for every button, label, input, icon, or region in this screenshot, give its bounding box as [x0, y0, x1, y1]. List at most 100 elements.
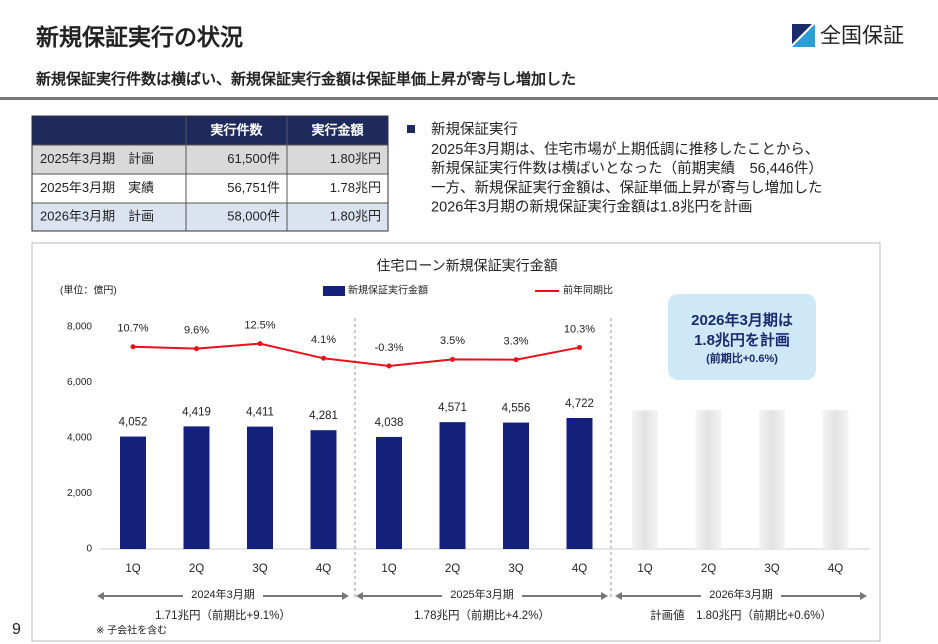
- arrow-head: [860, 592, 867, 600]
- table-header-cell: 実行金額: [311, 122, 363, 137]
- line-label: 3.3%: [503, 336, 528, 348]
- line-label: 4.1%: [311, 334, 336, 346]
- callout-text: 2026年3月期は: [691, 311, 793, 329]
- table-cell: 1.78兆円: [330, 180, 381, 195]
- bar-label: 4,052: [119, 417, 148, 429]
- divider: [0, 97, 938, 100]
- arrow-head: [356, 592, 363, 600]
- group-label: 2024年3月期: [191, 587, 255, 601]
- line-label: -0.3%: [375, 342, 404, 354]
- bullet-line: 一方、新規保証実行金額は、保証単価上昇が寄与し増加した: [431, 178, 823, 196]
- bar-label: 4,038: [375, 417, 404, 429]
- line-label: 10.3%: [564, 323, 595, 335]
- logo: 全国保証: [820, 25, 904, 48]
- y-tick-label: 4,000: [67, 433, 92, 444]
- table-cell: 58,000件: [227, 208, 280, 223]
- bar: [566, 417, 593, 549]
- y-tick-label: 8,000: [67, 322, 92, 333]
- legend-label: 前年同期比: [563, 284, 613, 297]
- group-label: 2025年3月期: [450, 587, 514, 601]
- x-tick-label: 4Q: [828, 563, 843, 575]
- callout-text: (前期比+0.6%): [706, 351, 778, 365]
- line-point: [194, 346, 199, 352]
- group-label-bg: [183, 587, 263, 605]
- bullet-line: 2026年3月期の新規保証実行金額は1.8兆円を計画: [431, 199, 752, 216]
- table-cell: 2025年3月期 実績: [40, 180, 154, 195]
- bar: [439, 422, 466, 549]
- subtitle: 新規保証実行件数は横ばい、新規保証実行金額は保証単価上昇が寄与し増加した: [36, 70, 576, 88]
- bar: [247, 426, 273, 549]
- page-number: 9: [12, 621, 21, 638]
- bar-label: 4,571: [438, 402, 467, 414]
- x-tick-label: 2Q: [445, 563, 460, 575]
- table-cell: 2026年3月期 計画: [40, 208, 154, 223]
- bullet-heading: 新規保証実行: [431, 121, 518, 138]
- table-cell: 2025年3月期 計画: [40, 151, 154, 166]
- table-cell: 1.80兆円: [330, 151, 381, 166]
- group-label: 2026年3月期: [709, 587, 773, 601]
- bar-label: 4,419: [182, 406, 211, 418]
- bar-label: 4,411: [246, 407, 274, 419]
- line-label: 10.7%: [117, 323, 148, 335]
- y-tick-label: 6,000: [67, 377, 92, 388]
- bar-label: 4,281: [309, 410, 338, 422]
- bar: [695, 410, 722, 549]
- bar: [310, 430, 337, 549]
- callout-box: [668, 294, 816, 380]
- group-note: 1.78兆円（前期比+4.2%）: [414, 608, 550, 622]
- bar-label: 4,722: [565, 398, 594, 410]
- line-label: 9.6%: [184, 325, 209, 337]
- line-point: [450, 356, 455, 362]
- line-point: [386, 363, 392, 369]
- table-cell: 56,751件: [227, 180, 280, 195]
- group-note: 1.71兆円（前期比+9.1%）: [155, 608, 291, 622]
- x-tick-label: 2Q: [189, 563, 204, 575]
- bar: [632, 410, 658, 549]
- bar: [120, 436, 146, 549]
- group-label-bg: [442, 587, 522, 605]
- legend-swatch: [323, 286, 345, 296]
- bar: [822, 410, 849, 549]
- bar: [183, 426, 210, 549]
- x-tick-label: 3Q: [252, 563, 267, 575]
- line-point: [513, 357, 519, 363]
- arrow-head: [601, 592, 608, 600]
- arrow-head: [342, 592, 349, 600]
- y-tick-label: 2,000: [67, 488, 92, 499]
- y-tick-label: 0: [86, 544, 92, 555]
- callout-text: 1.8兆円を計画: [694, 331, 790, 349]
- bar: [759, 410, 785, 549]
- table-cell: 1.80兆円: [330, 208, 381, 223]
- line-point: [577, 344, 582, 350]
- table-cell: 61,500件: [227, 151, 280, 166]
- arrow-head: [97, 592, 104, 600]
- bullet-line: 2025年3月期は、住宅市場が上期低調に推移したことから、: [431, 141, 819, 158]
- bullet-line: 新規保証実行件数は横ばいとなった（前期実績 56,446件）: [431, 160, 823, 177]
- title: 新規保証実行の状況: [36, 24, 243, 50]
- bar: [503, 422, 529, 549]
- group-label-bg: [701, 587, 781, 605]
- arrow-head: [615, 592, 622, 600]
- bar-label: 4,556: [502, 403, 531, 415]
- logo-icon: [792, 24, 812, 44]
- table-header: [32, 116, 388, 145]
- unit-label: (単位：億円): [60, 284, 117, 297]
- line: [132, 342, 580, 367]
- x-tick-label: 1Q: [381, 563, 396, 575]
- table-header-cell: 実行件数: [210, 122, 263, 137]
- bar: [376, 436, 402, 549]
- group-note: 計画値 1.80兆円（前期比+0.6%）: [650, 608, 832, 622]
- table-border: [31, 115, 389, 232]
- x-tick-label: 1Q: [637, 563, 652, 575]
- line-label: 12.5%: [244, 320, 275, 332]
- chart-frame: [31, 242, 881, 642]
- x-tick-label: 4Q: [316, 563, 331, 575]
- chart-title: 住宅ローン新規保証実行金額: [376, 258, 557, 274]
- footnote: ※ 子会社を含む: [96, 624, 167, 637]
- x-tick-label: 3Q: [508, 563, 523, 575]
- line-label: 3.5%: [440, 335, 465, 347]
- x-tick-label: 1Q: [125, 563, 140, 575]
- line-point: [321, 355, 326, 361]
- x-tick-label: 3Q: [764, 563, 779, 575]
